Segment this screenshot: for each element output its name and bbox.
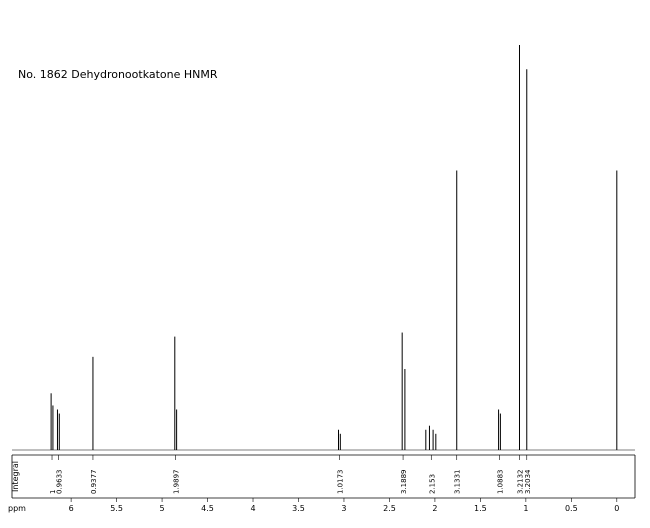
- chart-title: No. 1862 Dehydronootkatone HNMR: [18, 68, 218, 81]
- integral-value: 1.0173: [336, 470, 344, 495]
- integral-value: 0.9633: [55, 470, 63, 495]
- x-axis-label: ppm: [8, 504, 26, 513]
- x-tick-label: 1: [523, 504, 528, 513]
- integral-value: 3.1889: [400, 470, 408, 495]
- x-tick-label: 2: [432, 504, 437, 513]
- x-tick-label: 3.5: [292, 504, 305, 513]
- x-tick-label: 3: [341, 504, 346, 513]
- integral-value: 0.9377: [90, 470, 98, 495]
- x-tick-label: 2.5: [383, 504, 396, 513]
- integral-value: 3.1331: [454, 470, 462, 495]
- integral-value: 1: [49, 490, 57, 494]
- integral-label: Integral: [11, 461, 20, 492]
- integral-value: 3.2034: [524, 469, 532, 494]
- integral-value: 3.2132: [516, 470, 524, 495]
- x-tick-label: 0: [614, 504, 619, 513]
- integral-value: 2.153: [428, 474, 436, 494]
- integral-value: 1.0883: [496, 470, 504, 495]
- x-tick-label: 6: [69, 504, 74, 513]
- x-tick-label: 4: [250, 504, 255, 513]
- integral-value: 1.9897: [173, 470, 181, 495]
- x-tick-label: 5.5: [110, 504, 123, 513]
- x-tick-label: 5: [160, 504, 165, 513]
- x-tick-label: 1.5: [474, 504, 487, 513]
- x-tick-label: 4.5: [201, 504, 214, 513]
- x-tick-label: 0.5: [565, 504, 578, 513]
